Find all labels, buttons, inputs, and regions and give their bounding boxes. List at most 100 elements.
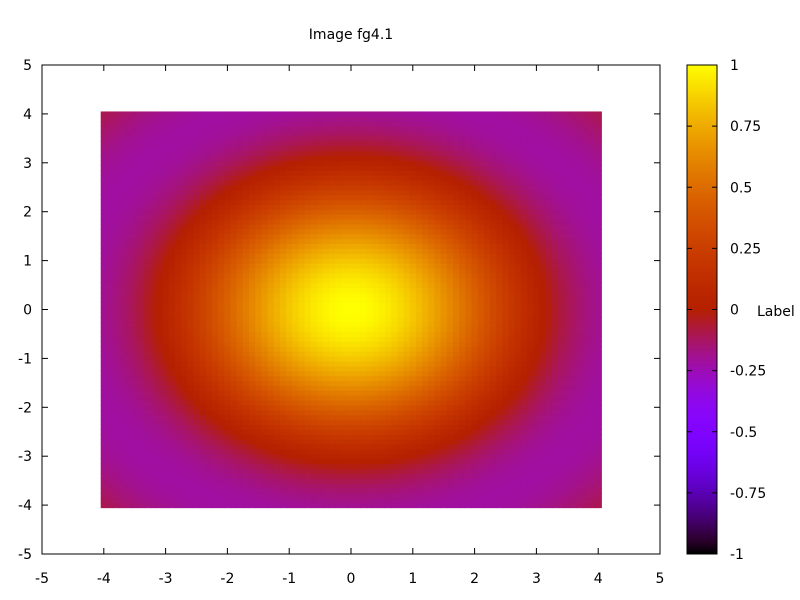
heatmap-cell — [236, 351, 244, 357]
heatmap-cell — [199, 341, 207, 347]
heatmap-cell — [366, 497, 374, 504]
heatmap-cell — [323, 424, 330, 430]
heatmap-cell — [168, 199, 176, 205]
heatmap-cell — [310, 282, 318, 289]
heatmap-cell — [211, 233, 219, 240]
heatmap-cell — [409, 316, 417, 323]
heatmap-cell — [415, 228, 423, 235]
heatmap-cell — [286, 140, 293, 147]
heatmap-cell — [279, 204, 287, 210]
heatmap-cell — [230, 165, 238, 171]
heatmap-cell — [372, 478, 380, 484]
heatmap-cell — [242, 165, 250, 171]
heatmap-cell — [137, 492, 145, 499]
heatmap-cell — [459, 219, 466, 225]
heatmap-cell — [168, 307, 176, 313]
heatmap-cell — [465, 429, 473, 435]
heatmap-cell — [236, 424, 244, 430]
heatmap-cell — [372, 434, 380, 440]
heatmap-cell — [100, 263, 108, 269]
heatmap-cell — [100, 228, 108, 235]
heatmap-cell — [378, 165, 386, 171]
heatmap-cell — [335, 497, 343, 504]
heatmap-cell — [335, 346, 343, 352]
heatmap-cell — [168, 140, 176, 147]
heatmap-cell — [261, 326, 269, 333]
heatmap-cell — [440, 443, 448, 450]
heatmap-cell — [459, 502, 466, 509]
heatmap-cell — [211, 121, 219, 127]
heatmap-cell — [335, 267, 343, 274]
heatmap-cell — [354, 179, 361, 186]
heatmap-cell — [230, 395, 238, 401]
heatmap-cell — [391, 448, 398, 455]
heatmap-cell — [119, 287, 127, 293]
heatmap-cell — [273, 385, 281, 391]
heatmap-cell — [304, 341, 312, 347]
heatmap-cell — [150, 390, 157, 396]
heatmap-cell — [267, 258, 275, 264]
heatmap-cell — [125, 409, 133, 416]
heatmap-cell — [242, 331, 250, 337]
heatmap-cell — [249, 140, 256, 147]
heatmap-cell — [286, 385, 293, 391]
heatmap-cell — [415, 184, 423, 191]
heatmap-cell — [310, 321, 318, 328]
heatmap-cell — [403, 395, 411, 401]
heatmap-cell — [255, 145, 262, 152]
heatmap-cell — [106, 121, 114, 127]
heatmap-cell — [335, 199, 343, 205]
heatmap-cell — [224, 140, 232, 147]
heatmap-cell — [224, 277, 232, 284]
heatmap-cell — [292, 199, 300, 205]
heatmap-cell — [378, 414, 386, 421]
heatmap-cell — [131, 219, 139, 225]
heatmap-cell — [113, 390, 120, 396]
heatmap-cell — [106, 341, 114, 347]
heatmap-cell — [230, 243, 238, 249]
heatmap-cell — [477, 238, 485, 245]
heatmap-cell — [341, 282, 349, 289]
heatmap-cell — [317, 463, 324, 470]
heatmap-cell — [446, 209, 454, 215]
heatmap-cell — [329, 429, 337, 435]
heatmap-cell — [428, 414, 436, 421]
heatmap-cell — [174, 483, 182, 489]
heatmap-cell — [242, 355, 250, 362]
heatmap-cell — [397, 233, 405, 240]
heatmap-cell — [236, 111, 244, 117]
heatmap-cell — [341, 380, 349, 386]
heatmap-cell — [150, 277, 157, 284]
heatmap-cell — [477, 370, 485, 377]
heatmap-cell — [341, 258, 349, 264]
heatmap-cell — [273, 443, 281, 450]
heatmap-cell — [397, 463, 405, 470]
heatmap-cell — [304, 502, 312, 509]
heatmap-cell — [100, 258, 108, 264]
heatmap-cell — [242, 468, 250, 474]
heatmap-cell — [317, 233, 324, 240]
heatmap-cell — [236, 258, 244, 264]
heatmap-cell — [446, 204, 454, 210]
heatmap-cell — [224, 409, 232, 416]
heatmap-cell — [224, 204, 232, 210]
heatmap-cell — [459, 434, 466, 440]
heatmap-cell — [143, 263, 151, 269]
heatmap-cell — [391, 478, 398, 484]
heatmap-cell — [249, 502, 256, 509]
heatmap-cell — [452, 238, 460, 245]
heatmap-cell — [366, 131, 374, 137]
heatmap-cell — [174, 287, 182, 293]
heatmap-cell — [465, 365, 473, 372]
heatmap-cell — [236, 131, 244, 137]
heatmap-cell — [261, 170, 269, 176]
heatmap-cell — [211, 194, 219, 201]
heatmap-cell — [415, 453, 423, 460]
heatmap-cell — [205, 155, 213, 161]
heatmap-cell — [317, 492, 324, 499]
heatmap-cell — [366, 243, 374, 249]
heatmap-cell — [465, 414, 473, 421]
heatmap-cell — [335, 390, 343, 396]
heatmap-cell — [199, 287, 207, 293]
heatmap-cell — [211, 395, 219, 401]
